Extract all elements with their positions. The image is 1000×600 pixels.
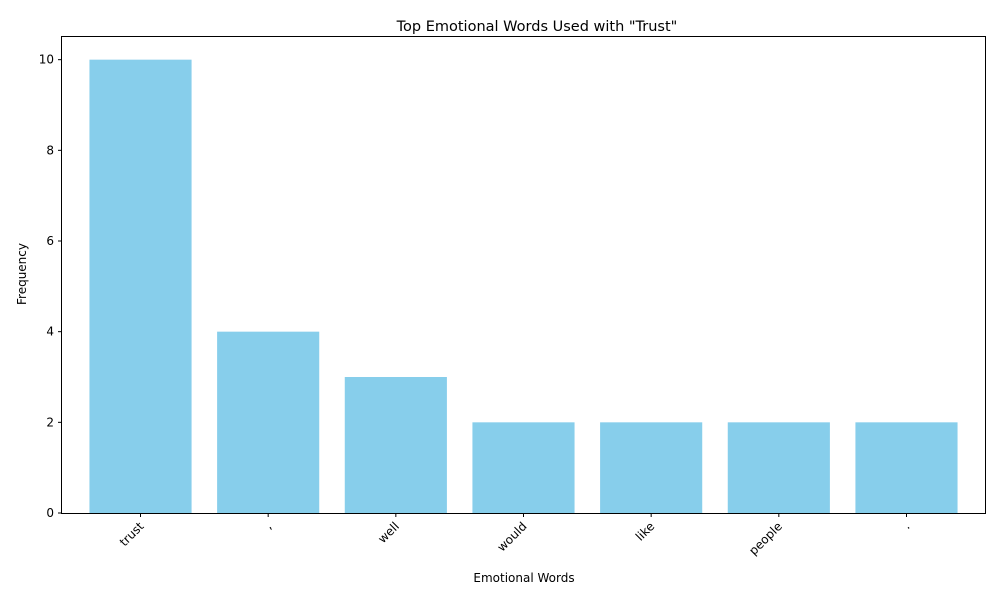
plot-frame (61, 36, 986, 514)
x-tick-label: . (900, 519, 913, 532)
bar-4 (600, 422, 703, 513)
x-tick-label: well (375, 519, 402, 546)
bar-5 (727, 422, 830, 513)
bars-group (89, 59, 958, 514)
y-tick-label: 8 (46, 143, 54, 157)
x-axis-ticks: trust, well would like people. (117, 513, 913, 558)
y-tick-label: 0 (46, 506, 54, 520)
bar-2 (344, 377, 447, 513)
bar-6 (855, 422, 958, 513)
x-tick-label: , (262, 519, 275, 532)
x-tick-label: trust (117, 519, 147, 549)
bar-3 (472, 422, 575, 513)
x-tick-label: like (633, 519, 657, 543)
y-tick-label: 4 (46, 325, 54, 339)
y-tick-label: 10 (39, 53, 54, 67)
x-tick-label: would (494, 519, 529, 554)
x-axis-label: Emotional Words (473, 571, 574, 585)
x-tick-label: people (746, 519, 785, 558)
bar-0 (89, 59, 192, 514)
y-axis-ticks: 0 2 4 6 8 10 (39, 53, 62, 520)
y-axis-label: Frequency (15, 243, 29, 305)
y-tick-label: 2 (46, 415, 54, 429)
bar-1 (217, 331, 320, 513)
chart-title: Top Emotional Words Used with "Trust" (396, 19, 678, 35)
y-tick-label: 6 (46, 234, 54, 248)
